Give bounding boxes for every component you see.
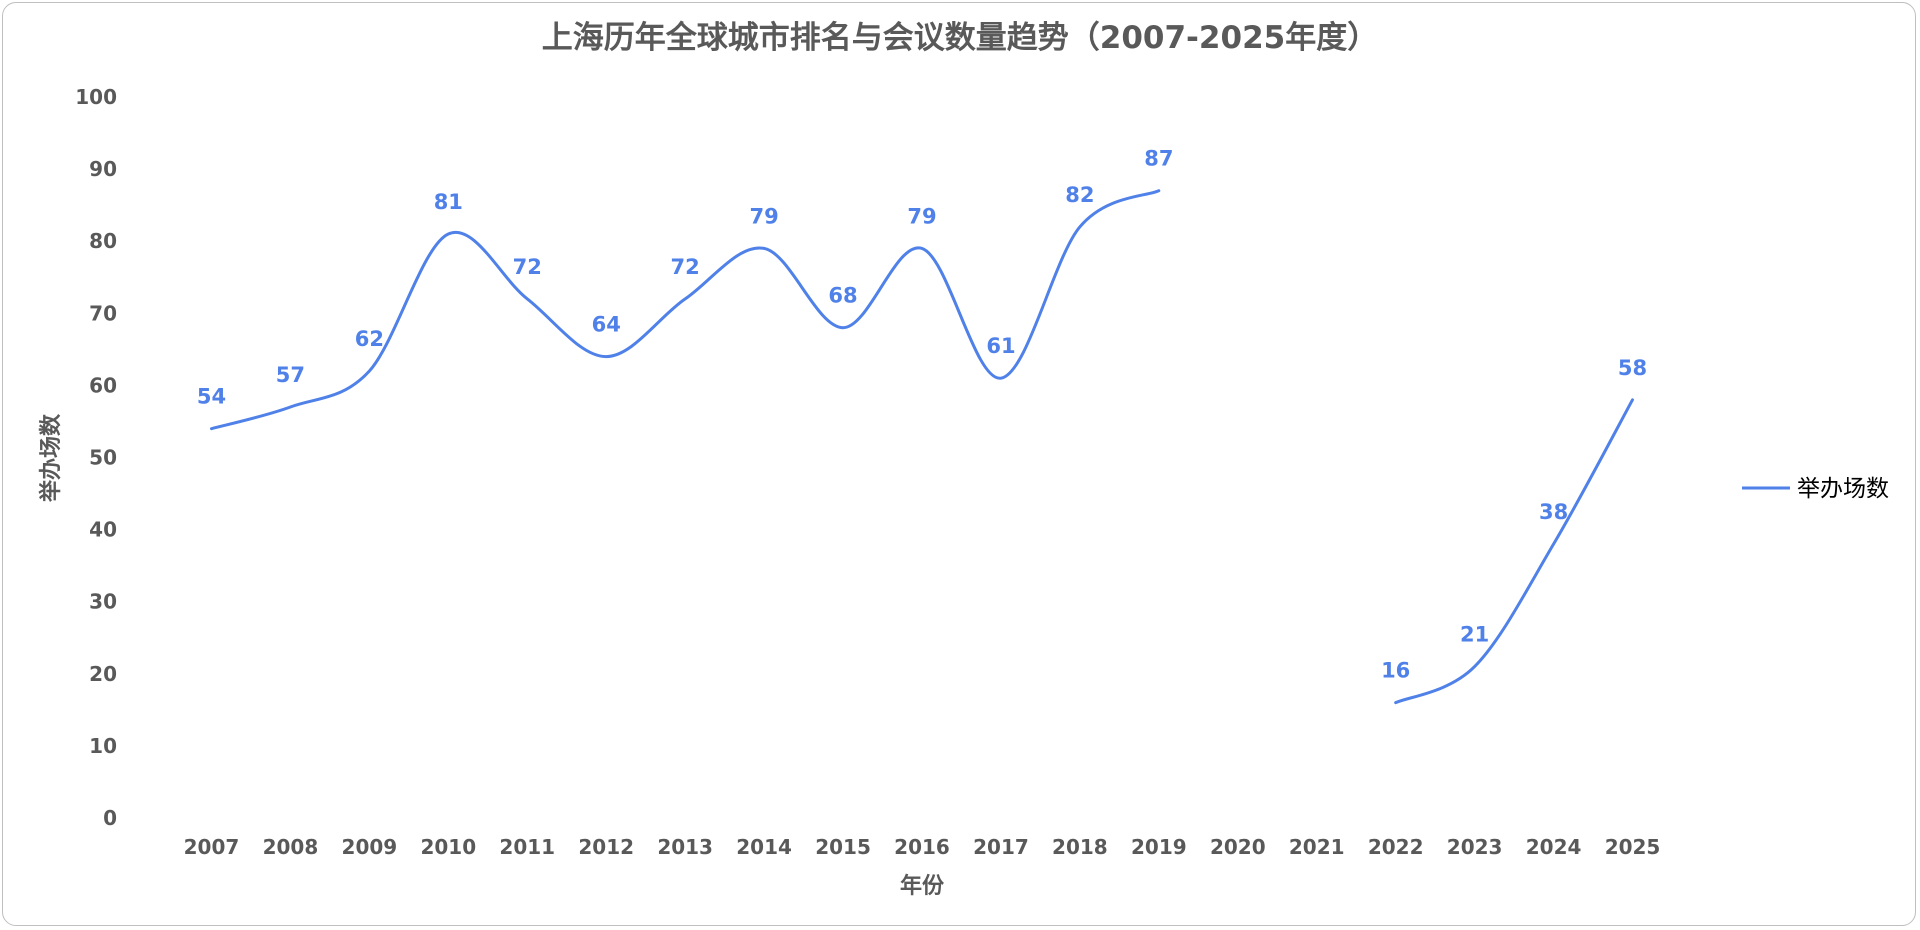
x-tick-label: 2019 [1131, 835, 1187, 859]
data-label: 87 [1144, 147, 1173, 171]
x-tick-label: 2014 [736, 835, 792, 859]
x-tick-label: 2024 [1526, 835, 1582, 859]
data-label: 21 [1460, 623, 1489, 647]
x-tick-label: 2009 [342, 835, 398, 859]
legend: 举办场数 [1742, 476, 1889, 502]
y-tick-label: 10 [89, 734, 117, 758]
x-tick-label: 2025 [1605, 835, 1661, 859]
y-tick-label: 40 [89, 518, 117, 542]
data-label: 64 [592, 313, 621, 337]
data-label: 79 [749, 204, 778, 228]
series-line [209, 189, 1161, 431]
data-label: 61 [986, 334, 1015, 358]
x-tick-label: 2013 [657, 835, 713, 859]
x-tick-label: 2017 [973, 835, 1029, 859]
x-tick-label: 2012 [578, 835, 634, 859]
data-label: 54 [197, 385, 226, 409]
y-tick-label: 90 [89, 157, 117, 181]
y-axis-label: 举办场数 [38, 413, 64, 503]
data-label: 58 [1618, 356, 1647, 380]
y-tick-label: 80 [89, 229, 117, 253]
series-lines [209, 189, 1634, 705]
x-tick-label: 2007 [184, 835, 240, 859]
data-label: 81 [434, 190, 463, 214]
x-tick-label: 2016 [894, 835, 950, 859]
y-tick-label: 50 [89, 446, 117, 470]
y-tick-label: 0 [103, 806, 117, 830]
chart-title: 上海历年全球城市排名与会议数量趋势（2007-2025年度） [542, 20, 1378, 56]
legend-label: 举办场数 [1797, 476, 1889, 502]
x-tick-label: 2018 [1052, 835, 1108, 859]
data-label: 38 [1539, 500, 1568, 524]
data-label: 82 [1065, 183, 1094, 207]
data-label: 72 [513, 255, 542, 279]
data-label: 79 [907, 204, 936, 228]
y-axis-ticks: 0 10 20 30 40 50 60 70 80 90 100 [75, 85, 117, 830]
x-tick-label: 2008 [263, 835, 319, 859]
y-tick-label: 30 [89, 590, 117, 614]
y-tick-label: 70 [89, 301, 117, 325]
y-tick-label: 60 [89, 373, 117, 397]
x-tick-label: 2010 [420, 835, 476, 859]
y-tick-label: 20 [89, 662, 117, 686]
data-label: 62 [355, 327, 384, 351]
data-label: 72 [671, 255, 700, 279]
x-tick-label: 2011 [499, 835, 555, 859]
series-line [1394, 398, 1634, 705]
x-tick-label: 2023 [1447, 835, 1503, 859]
x-tick-label: 2015 [815, 835, 871, 859]
data-label: 57 [276, 363, 305, 387]
data-label: 16 [1381, 659, 1410, 683]
data-labels: 54 57 62 81 72 64 72 79 68 79 61 82 87 16 21 38 58 [197, 147, 1647, 683]
x-tick-label: 2021 [1289, 835, 1345, 859]
data-label: 68 [828, 284, 857, 308]
x-axis-ticks: 2007 2008 2009 2010 2011 2012 2013 2014 2015 2016… [184, 835, 1661, 859]
x-axis-label: 年份 [900, 873, 945, 899]
x-tick-label: 2022 [1368, 835, 1424, 859]
x-tick-label: 2020 [1210, 835, 1266, 859]
y-tick-label: 100 [75, 85, 117, 109]
